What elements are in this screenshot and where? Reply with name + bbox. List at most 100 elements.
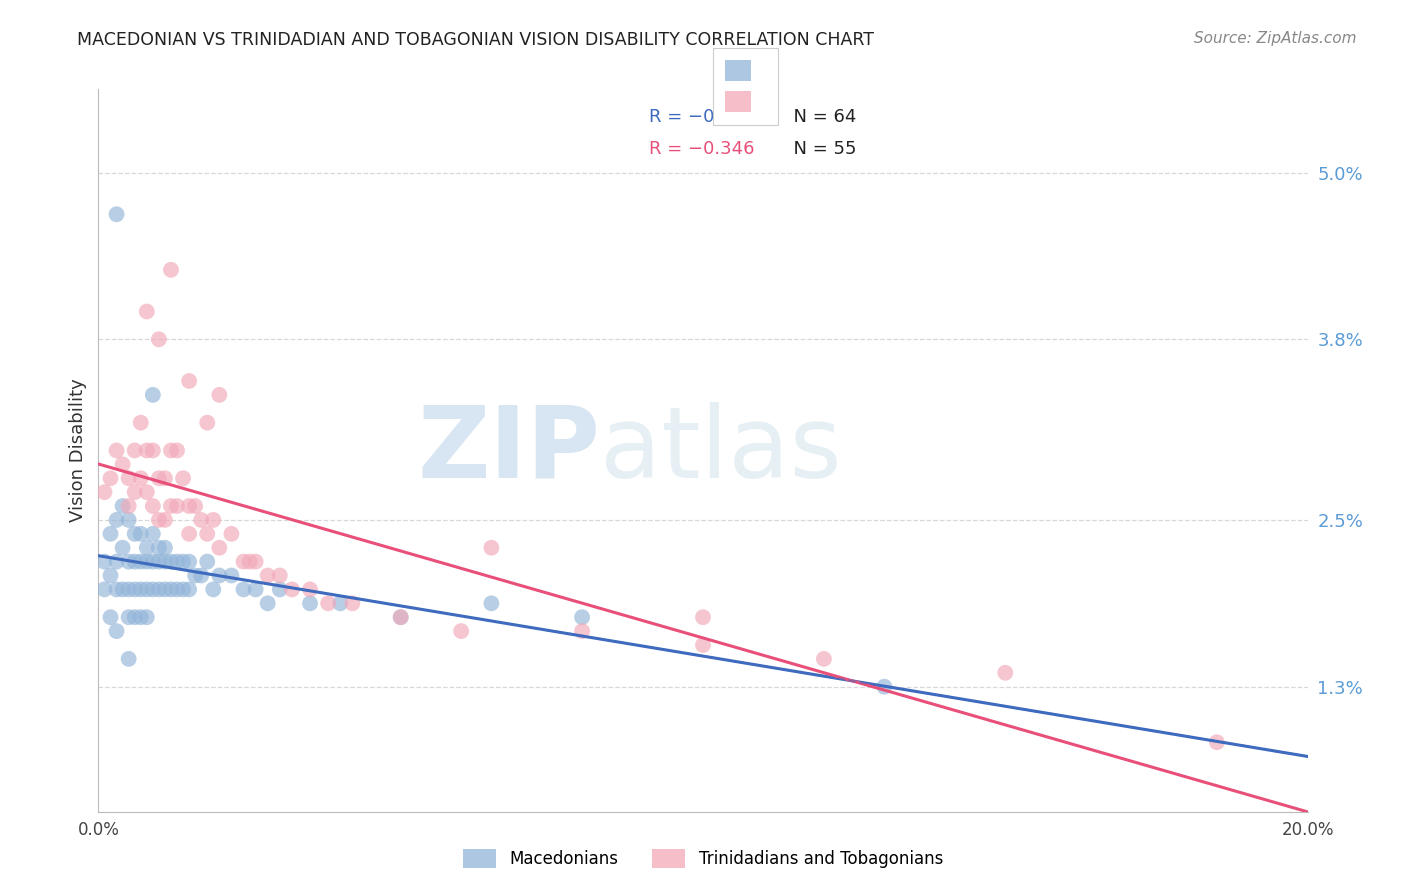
Point xyxy=(481,596,503,610)
Point xyxy=(148,471,170,485)
Point xyxy=(179,555,201,569)
Point xyxy=(105,207,128,221)
Point xyxy=(111,541,134,555)
Point xyxy=(160,555,183,569)
Point xyxy=(190,568,212,582)
Point xyxy=(232,555,254,569)
Point xyxy=(135,485,157,500)
Point xyxy=(100,568,122,582)
Text: R = −0.108: R = −0.108 xyxy=(648,108,754,126)
Point xyxy=(111,458,134,472)
Point xyxy=(135,555,157,569)
Point xyxy=(93,485,115,500)
Point xyxy=(142,582,165,597)
Point xyxy=(299,596,322,610)
Point xyxy=(256,596,278,610)
Point xyxy=(179,582,201,597)
Point xyxy=(142,388,165,402)
Point xyxy=(129,526,152,541)
Text: R = −0.346: R = −0.346 xyxy=(648,140,754,158)
Point xyxy=(160,582,183,597)
Point xyxy=(105,582,128,597)
Point xyxy=(195,416,218,430)
Point xyxy=(221,526,243,541)
Point xyxy=(179,526,201,541)
Point xyxy=(172,471,194,485)
Point xyxy=(129,555,152,569)
Point xyxy=(142,443,165,458)
Y-axis label: Vision Disability: Vision Disability xyxy=(69,378,87,523)
Point xyxy=(105,624,128,639)
Text: N = 64: N = 64 xyxy=(782,108,856,126)
Point xyxy=(111,582,134,597)
Point xyxy=(179,499,201,513)
Point xyxy=(166,499,188,513)
Point xyxy=(166,582,188,597)
Point xyxy=(692,610,714,624)
Text: ZIP: ZIP xyxy=(418,402,600,499)
Point xyxy=(100,610,122,624)
Point xyxy=(160,262,183,277)
Point xyxy=(184,568,207,582)
Point xyxy=(124,610,146,624)
Point xyxy=(100,471,122,485)
Point xyxy=(813,652,835,666)
Text: N = 55: N = 55 xyxy=(782,140,856,158)
Text: Source: ZipAtlas.com: Source: ZipAtlas.com xyxy=(1194,31,1357,46)
Point xyxy=(245,582,267,597)
Point xyxy=(129,416,152,430)
Point xyxy=(153,582,176,597)
Point xyxy=(481,541,503,555)
Point xyxy=(135,541,157,555)
Point xyxy=(100,526,122,541)
Point xyxy=(124,443,146,458)
Point xyxy=(148,555,170,569)
Point xyxy=(142,499,165,513)
Point xyxy=(232,582,254,597)
Point xyxy=(160,499,183,513)
Point xyxy=(105,555,128,569)
Point xyxy=(195,555,218,569)
Point xyxy=(208,388,231,402)
Point xyxy=(142,526,165,541)
Point xyxy=(135,582,157,597)
Point xyxy=(111,499,134,513)
Point xyxy=(299,582,322,597)
Point xyxy=(994,665,1017,680)
Point xyxy=(118,582,141,597)
Point xyxy=(256,568,278,582)
Point xyxy=(153,513,176,527)
Point xyxy=(166,443,188,458)
Point xyxy=(124,526,146,541)
Point xyxy=(148,513,170,527)
Point xyxy=(571,624,593,639)
Point xyxy=(873,680,896,694)
Point xyxy=(160,443,183,458)
Point xyxy=(342,596,364,610)
Point xyxy=(202,513,225,527)
Point xyxy=(148,332,170,346)
Point xyxy=(148,582,170,597)
Point xyxy=(153,555,176,569)
Point xyxy=(316,596,339,610)
Legend: Macedonians, Trinidadians and Tobagonians: Macedonians, Trinidadians and Tobagonian… xyxy=(454,840,952,877)
Point xyxy=(179,374,201,388)
Point xyxy=(124,555,146,569)
Point xyxy=(118,652,141,666)
Point xyxy=(281,582,304,597)
Point xyxy=(124,485,146,500)
Point xyxy=(93,555,115,569)
Point xyxy=(153,541,176,555)
Point xyxy=(329,596,352,610)
Point xyxy=(135,304,157,318)
Point xyxy=(195,526,218,541)
Point xyxy=(389,610,412,624)
Point xyxy=(118,513,141,527)
Point xyxy=(118,610,141,624)
Point xyxy=(129,582,152,597)
Point xyxy=(450,624,472,639)
Point xyxy=(202,582,225,597)
Point xyxy=(105,513,128,527)
Point xyxy=(93,582,115,597)
Point xyxy=(135,610,157,624)
